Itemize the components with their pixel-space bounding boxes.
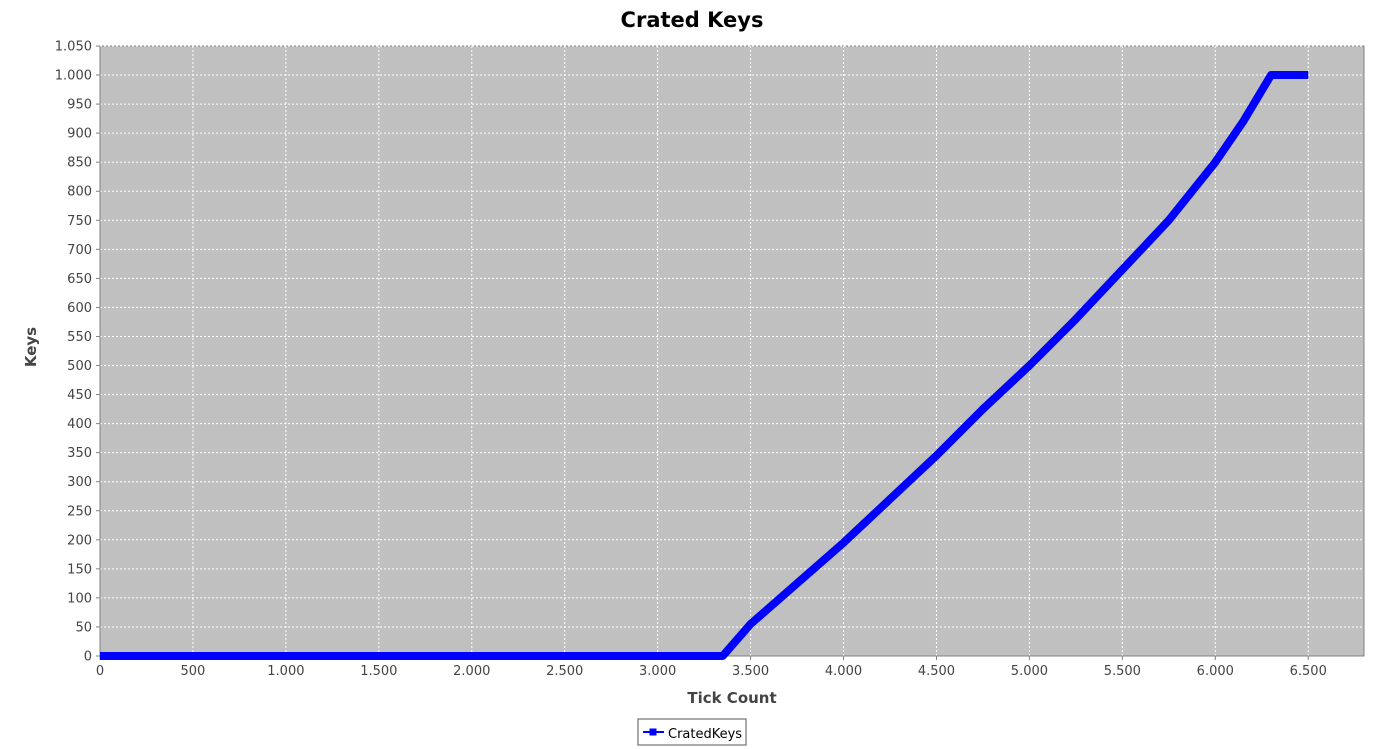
y-tick-label: 50 (75, 620, 92, 635)
x-tick-label: 500 (181, 664, 206, 679)
y-tick-label: 450 (67, 388, 92, 403)
x-tick-label: 4.000 (825, 664, 862, 679)
y-tick-label: 350 (67, 446, 92, 461)
y-tick-label: 550 (67, 330, 92, 345)
x-tick-label: 6.500 (1290, 664, 1327, 679)
y-tick-label: 900 (67, 127, 92, 142)
y-tick-label: 800 (67, 185, 92, 200)
x-tick-label: 3.000 (639, 664, 676, 679)
x-axis-title: Tick Count (687, 689, 776, 707)
x-tick-label: 1.000 (267, 664, 304, 679)
gridlines (100, 45, 1364, 656)
plot-area (99, 45, 1365, 657)
y-tick-label: 100 (67, 591, 92, 606)
y-tick-label: 150 (67, 562, 92, 577)
legend-label: CratedKeys (668, 727, 742, 742)
y-tick-label: 700 (67, 243, 92, 258)
y-tick-label: 1.050 (55, 40, 92, 55)
series-layer (100, 71, 1309, 660)
y-tick-label: 250 (67, 504, 92, 519)
y-tick-label: 950 (67, 98, 92, 113)
x-tick-label: 0 (96, 664, 104, 679)
x-tick-label: 5.000 (1011, 664, 1048, 679)
x-tick-label: 4.500 (918, 664, 955, 679)
y-axis-ticks: 0 50 100 150 200 250 300 350 400 450 500 550 600 650 7… (55, 40, 100, 665)
x-tick-label: 2.000 (453, 664, 490, 679)
x-tick-label: 6.000 (1197, 664, 1234, 679)
x-tick-label: 3.500 (732, 664, 769, 679)
y-tick-label: 300 (67, 475, 92, 490)
legend: CratedKeys (637, 718, 747, 746)
y-tick-label: 600 (67, 301, 92, 316)
y-tick-label: 850 (67, 156, 92, 171)
y-tick-label: 650 (67, 272, 92, 287)
x-tick-label: 5.500 (1104, 664, 1141, 679)
x-axis-ticks: 0 500 1.000 1.500 2.000 2.500 3.000 3.500 4.000 4… (96, 656, 1327, 679)
legend-marker-swatch (649, 728, 657, 736)
legend-box (637, 718, 747, 746)
x-tick-label: 2.500 (546, 664, 583, 679)
series-line-crated-keys (100, 71, 1309, 660)
y-tick-label: 1.000 (55, 69, 92, 84)
y-tick-label: 500 (67, 359, 92, 374)
y-tick-label: 0 (84, 650, 92, 665)
y-axis-title: Keys (22, 327, 40, 367)
y-tick-label: 400 (67, 417, 92, 432)
x-tick-label: 1.500 (360, 664, 397, 679)
y-tick-label: 200 (67, 533, 92, 548)
chart-title: Crated Keys (621, 8, 764, 32)
y-tick-label: 750 (67, 214, 92, 229)
